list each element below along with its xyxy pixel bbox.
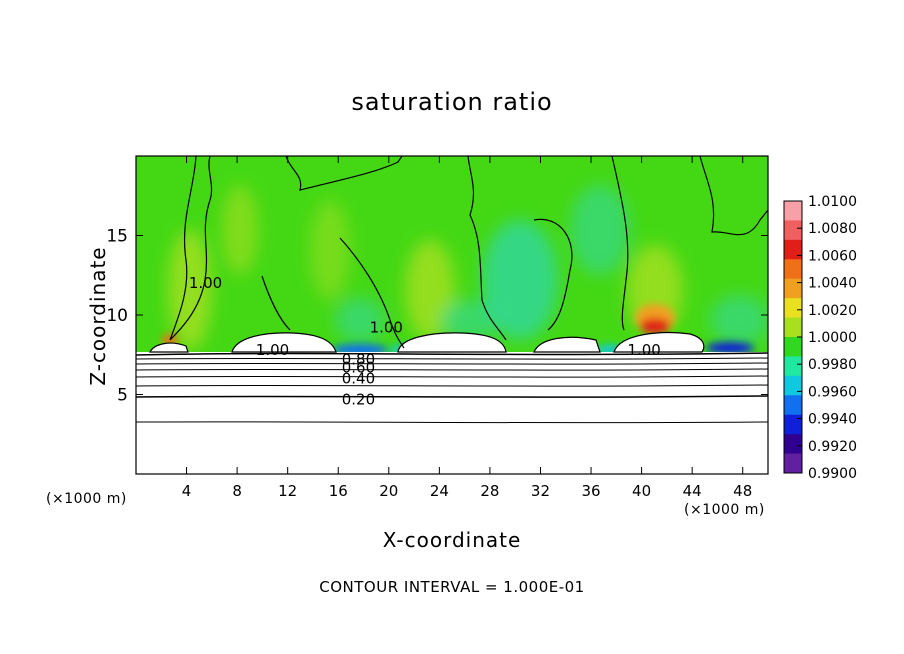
contour-interval-note: CONTOUR INTERVAL = 1.000E-01: [319, 578, 585, 596]
colorbar-segment: [784, 414, 802, 435]
x-tick-label: 28: [480, 482, 499, 500]
contour-label: 0.40: [342, 370, 375, 388]
x-axis-label: X-coordinate: [382, 528, 522, 552]
y-tick-label: 15: [106, 227, 128, 247]
colorbar-segment: [784, 259, 802, 280]
colorbar-label: 0.9980: [808, 357, 857, 373]
x-tick-label: 40: [632, 482, 651, 500]
colorbar-label: 1.0060: [808, 248, 857, 264]
colorbar: 1.0100 1.0080 1.0060 1.0040 1.0020 1.0000 0.99…: [783, 194, 857, 482]
colorbar-segment: [784, 337, 802, 357]
colorbar-segment: [784, 278, 802, 299]
contour-label: 1.00: [256, 341, 289, 359]
colorbar-segment: [784, 239, 802, 260]
colorbar-segment: [784, 395, 802, 416]
x-tick-label: 16: [329, 482, 348, 500]
x-tick-label: 20: [379, 482, 398, 500]
x-tick-label: 4: [182, 482, 192, 500]
colorbar-label: 1.0040: [808, 276, 857, 292]
colorbar-label: 0.9900: [808, 466, 857, 482]
colorbar-segment: [784, 356, 802, 377]
colorbar-label: 1.0000: [808, 330, 857, 346]
colorbar-label: 0.9920: [808, 439, 857, 455]
y-axis: 5 10 15: [106, 227, 768, 406]
y-tick-label: 5: [117, 386, 128, 406]
colorbar-segment: [784, 220, 802, 241]
colorbar-segment: [784, 434, 802, 455]
y-axis-label: Z-coordinate: [86, 246, 110, 386]
contour-label: 1.00: [370, 319, 403, 337]
y-tick-label: 10: [106, 306, 128, 326]
colorbar-label: 1.0080: [808, 221, 857, 237]
colorbar-label: 1.0100: [808, 194, 857, 210]
colorbar-segment: [784, 453, 802, 474]
x-unit-label: (×1000 m): [684, 502, 765, 518]
x-tick-label: 12: [278, 482, 297, 500]
contour-label: 1.00: [627, 341, 660, 359]
colorbar-segment: [784, 298, 802, 319]
colorbar-label: 0.9960: [808, 384, 857, 400]
contour-labels: 1.00 1.00 1.00 1.00 0.800.600.40 0.20: [189, 274, 661, 408]
contour-label: 0.20: [342, 390, 375, 408]
x-tick-label: 24: [430, 482, 449, 500]
contour-label: 0.80: [342, 351, 375, 369]
heatmap-field: [136, 156, 768, 474]
chart-title: saturation ratio: [351, 88, 553, 116]
x-tick-label: 32: [531, 482, 550, 500]
x-tick-label: 8: [232, 482, 242, 500]
x-tick-label: 48: [733, 482, 752, 500]
colorbar-label: 0.9940: [808, 412, 857, 428]
x-axis: 4 8 12 16 20 24 28 32 36 40 44 48: [182, 156, 752, 500]
colorbar-segment: [784, 375, 802, 396]
contour-label: 1.00: [189, 274, 222, 292]
x-tick-label: 44: [683, 482, 702, 500]
z-unit-label: (×1000 m): [46, 491, 127, 507]
colorbar-label: 1.0020: [808, 303, 857, 319]
contour-label: 0.60: [342, 358, 375, 376]
colorbar-segment: [784, 317, 802, 338]
x-tick-label: 36: [581, 482, 600, 500]
colorbar-segment: [784, 201, 802, 221]
